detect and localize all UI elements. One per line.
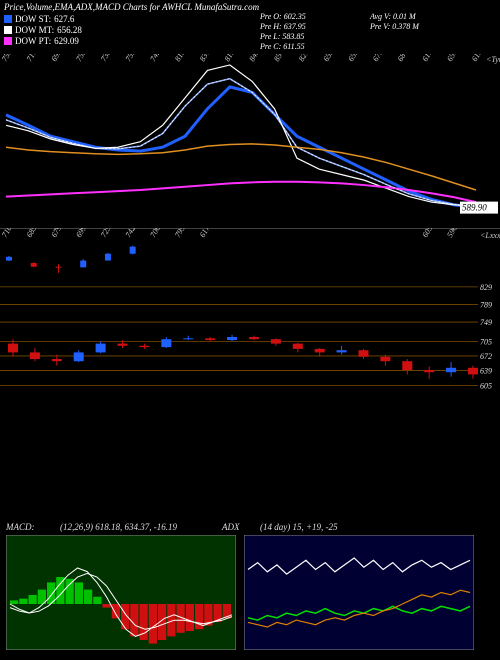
- svg-text:742: 742: [148, 54, 162, 63]
- svg-text:655: 655: [322, 54, 336, 63]
- svg-text:619: 619: [470, 54, 484, 63]
- macd-panel: [6, 535, 236, 650]
- svg-text:815: 815: [173, 54, 187, 63]
- svg-text:705: 705: [480, 337, 492, 346]
- svg-text:795: 795: [173, 228, 187, 239]
- svg-text:819: 819: [223, 54, 237, 63]
- legend-swatch-pt: [4, 37, 12, 45]
- ohlc-stats: Pre O: 602.35 Pre H: 637.95 Pre L: 583.8…: [260, 12, 306, 52]
- legend-row: DOW MT: 656.28: [4, 25, 82, 35]
- svg-text:639: 639: [480, 366, 492, 375]
- svg-text:655: 655: [346, 54, 360, 63]
- svg-text:742: 742: [124, 228, 138, 239]
- svg-text:837: 837: [198, 54, 212, 63]
- svg-text:596: 596: [445, 228, 459, 239]
- svg-text:732: 732: [99, 54, 113, 63]
- legend-value: 629.09: [54, 36, 79, 46]
- svg-text:617: 617: [198, 228, 212, 239]
- svg-text:679: 679: [49, 228, 63, 239]
- svg-text:699: 699: [49, 54, 63, 63]
- legend-label: DOW MT:: [15, 25, 54, 35]
- svg-text:845: 845: [247, 54, 261, 63]
- svg-text:755: 755: [74, 54, 88, 63]
- svg-text:<Tym: <Tym: [486, 55, 500, 64]
- svg-text:605: 605: [480, 381, 492, 390]
- adx-label: ADX: [222, 522, 240, 532]
- svg-text:759: 759: [0, 54, 14, 63]
- svg-text:699: 699: [74, 228, 88, 239]
- svg-text:759: 759: [124, 54, 138, 63]
- svg-text:685: 685: [25, 228, 39, 239]
- legend-swatch-mt: [4, 26, 12, 34]
- svg-text:68: 68: [396, 54, 408, 63]
- legend-label: DOW ST:: [15, 14, 51, 24]
- legend-row: DOW ST: 627.6: [4, 14, 82, 24]
- svg-text:854: 854: [272, 54, 286, 63]
- chart-title: Price,Volume,EMA,ADX,MACD Charts for AWH…: [4, 2, 259, 12]
- legend-value: 656.28: [57, 25, 82, 35]
- legend-row: DOW PT: 629.09: [4, 36, 82, 46]
- svg-text:<Lxxx: <Lxxx: [480, 231, 500, 240]
- svg-text:789: 789: [480, 300, 492, 309]
- svg-text:749: 749: [480, 318, 492, 327]
- legend-label: DOW PT:: [15, 36, 51, 46]
- svg-text:821: 821: [297, 54, 311, 63]
- volume-panel: 710 685 679 699 725 742 706 795 617 605 596 <Lxxx: [0, 228, 500, 276]
- svg-text:617: 617: [420, 54, 434, 63]
- svg-text:589.90: 589.90: [462, 203, 487, 213]
- candle-panel: 829 789 749 705 672 639 605: [0, 282, 500, 392]
- legend-swatch-st: [4, 15, 12, 23]
- legend-value: 627.6: [54, 14, 74, 24]
- svg-text:656: 656: [445, 54, 459, 63]
- svg-text:829: 829: [480, 283, 492, 292]
- svg-text:725: 725: [99, 228, 113, 239]
- svg-text:706: 706: [148, 228, 162, 239]
- adx-info: (14 day) 15, +19, -25: [260, 522, 338, 532]
- svg-text:717: 717: [25, 54, 39, 63]
- price-panel: 759 717 699 755 732 759 742 815 837 819 845 854 821 6…: [0, 54, 500, 224]
- legend: DOW ST: 627.6 DOW MT: 656.28 DOW PT: 629…: [4, 14, 82, 47]
- svg-text:710: 710: [0, 228, 14, 239]
- svg-text:605: 605: [420, 228, 434, 239]
- macd-info: (12,26,9) 618.18, 634.37, -16.19: [60, 522, 177, 532]
- svg-text:672: 672: [480, 352, 492, 361]
- svg-text:679: 679: [371, 54, 385, 63]
- macd-label: MACD:: [6, 522, 35, 532]
- volume-stats: Avg V: 0.01 M Pre V: 0.378 M: [370, 12, 419, 32]
- adx-panel: [244, 535, 474, 650]
